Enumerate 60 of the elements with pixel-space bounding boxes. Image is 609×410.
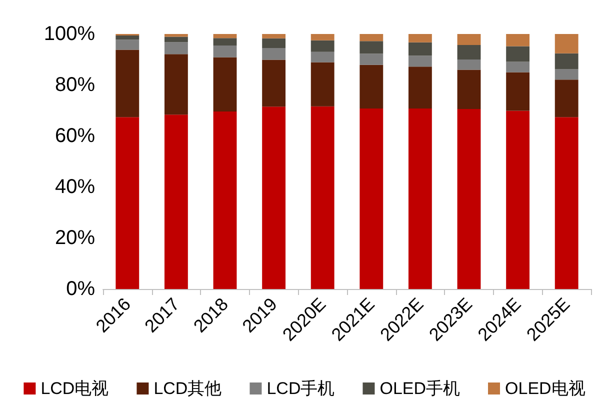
- bar: [360, 34, 384, 42]
- bar: [408, 42, 432, 56]
- bar: [164, 42, 188, 54]
- bar: [310, 62, 334, 106]
- bar: [360, 54, 384, 65]
- y-tick-label: 20%: [54, 227, 96, 249]
- bar: [506, 34, 530, 46]
- bar: [457, 34, 481, 45]
- bar: [506, 72, 530, 111]
- y-tick-label: 40%: [54, 176, 96, 198]
- bar: [360, 108, 384, 289]
- bar: [408, 56, 432, 67]
- bar: [213, 45, 237, 58]
- legend-label: OLED手机: [380, 379, 460, 398]
- bar: [213, 112, 237, 289]
- bar: [164, 114, 188, 289]
- bar: [310, 40, 334, 52]
- bar: [262, 38, 286, 48]
- bar: [164, 54, 188, 115]
- bar: [360, 64, 384, 108]
- bar: [554, 80, 578, 118]
- bar: [554, 69, 578, 80]
- bar: [457, 44, 481, 60]
- bar: [310, 106, 334, 289]
- y-tick-label: 100%: [44, 23, 96, 45]
- bar: [213, 57, 237, 112]
- bar: [457, 60, 481, 70]
- bar: [506, 110, 530, 289]
- bar: [262, 106, 286, 289]
- legend-label: LCD其他: [154, 379, 222, 398]
- bar: [213, 38, 237, 46]
- bar: [164, 36, 188, 42]
- bar: [360, 41, 384, 54]
- bar: [554, 117, 578, 289]
- bar: [116, 50, 140, 118]
- bar: [408, 108, 432, 289]
- bar: [554, 53, 578, 70]
- bar: [262, 48, 286, 60]
- bar: [457, 70, 481, 109]
- y-tick-label: 0%: [66, 278, 96, 300]
- bar: [116, 36, 140, 40]
- bar: [213, 34, 237, 38]
- y-tick-label: 80%: [54, 74, 96, 96]
- bar: [506, 46, 530, 62]
- legend-label: LCD电视: [40, 379, 109, 398]
- legend-label: LCD手机: [266, 379, 335, 398]
- bar: [262, 34, 286, 38]
- bar: [310, 34, 334, 40]
- bar: [116, 117, 140, 289]
- bar: [262, 60, 286, 107]
- bar: [457, 108, 481, 289]
- bar: [116, 40, 140, 50]
- bar: [506, 62, 530, 72]
- bar: [408, 34, 432, 42]
- bar: [554, 34, 578, 54]
- legend-label: OLED电视: [505, 379, 586, 398]
- bar: [310, 52, 334, 62]
- bar: [164, 34, 188, 37]
- y-tick-label: 60%: [54, 125, 96, 147]
- bar: [408, 66, 432, 108]
